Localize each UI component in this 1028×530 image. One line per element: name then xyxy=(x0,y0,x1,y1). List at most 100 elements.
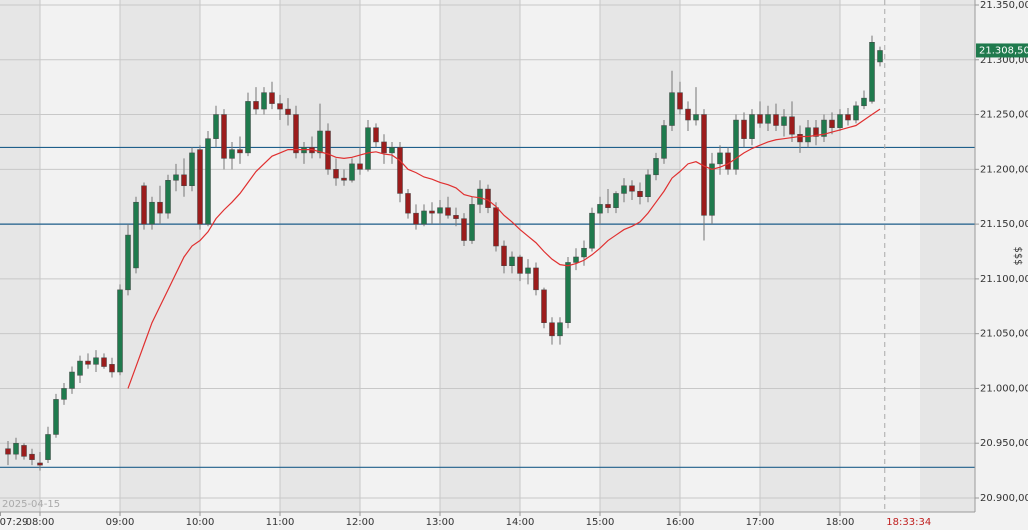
candle-body xyxy=(821,119,827,137)
candle-body xyxy=(877,50,883,63)
candle-body xyxy=(413,212,419,225)
candle-body xyxy=(229,149,235,159)
x-tick-label: 13:00 xyxy=(426,517,455,528)
candle-body xyxy=(573,256,579,263)
moving-average xyxy=(127,108,881,389)
candle-body xyxy=(845,114,851,121)
candle-body xyxy=(725,152,731,170)
candle-body xyxy=(109,364,115,373)
candle-body xyxy=(221,114,227,159)
y-tick-label: 21.050,00 xyxy=(980,329,1028,340)
candle-body xyxy=(293,114,299,154)
candle-body xyxy=(869,41,875,102)
candle-body xyxy=(13,442,19,455)
candle-body xyxy=(813,127,819,137)
candle-body xyxy=(245,101,251,154)
x-tick-label: 09:00 xyxy=(106,517,135,528)
y-tick-label: 21.250,00 xyxy=(980,110,1028,121)
x-tick-label: 12:00 xyxy=(346,517,375,528)
candle-body xyxy=(213,114,219,139)
candle-body xyxy=(773,114,779,126)
candle-body xyxy=(557,322,563,337)
candle-body xyxy=(501,245,507,266)
candle-body xyxy=(805,127,811,143)
y-tick-label: 21.350,00 xyxy=(980,0,1028,11)
candle-body xyxy=(341,177,347,181)
candle-body xyxy=(125,234,131,291)
candle-body xyxy=(317,130,323,154)
candle-body xyxy=(349,163,355,181)
candle-body xyxy=(565,262,571,323)
x-tick-label: 10:00 xyxy=(186,517,215,528)
candle-body xyxy=(237,149,243,154)
candle-body xyxy=(333,169,339,179)
candle-body xyxy=(517,256,523,274)
candle-body xyxy=(637,190,643,197)
candle-body xyxy=(397,147,403,194)
candle-body xyxy=(685,108,691,121)
candle-body xyxy=(85,360,91,365)
candle-body xyxy=(69,371,75,389)
candle-body xyxy=(285,108,291,115)
candle-body xyxy=(389,147,395,154)
candle-body xyxy=(493,207,499,247)
hour-band xyxy=(440,0,520,512)
x-tick-label: 08:00 xyxy=(26,517,55,528)
candle-body xyxy=(661,125,667,159)
candle-body xyxy=(485,188,491,208)
candle-body xyxy=(749,114,755,139)
candle-body xyxy=(5,448,11,455)
candle-body xyxy=(733,119,739,170)
candle-body xyxy=(53,399,59,435)
candle-body xyxy=(781,116,787,126)
candle-body xyxy=(861,97,867,107)
now-label: 18:33:34 xyxy=(886,517,931,528)
candle-body xyxy=(21,445,27,457)
candle-body xyxy=(445,207,451,216)
hour-band xyxy=(760,0,840,512)
candle-body xyxy=(181,174,187,187)
candle-body xyxy=(357,163,363,170)
candle-body xyxy=(533,267,539,291)
candle-body xyxy=(669,92,675,126)
x-tick-label: 14:00 xyxy=(506,517,535,528)
axis-label: $$$ xyxy=(1012,246,1023,265)
candle-body xyxy=(189,152,195,187)
candle-body xyxy=(253,101,259,110)
candle-body xyxy=(365,127,371,170)
candle-body xyxy=(157,201,163,214)
y-tick-label: 21.100,00 xyxy=(980,274,1028,285)
candle-body xyxy=(277,103,283,110)
y-tick-label: 21.300,00 xyxy=(980,55,1028,66)
candle-body xyxy=(373,127,379,143)
candle-body xyxy=(29,453,35,460)
hour-band xyxy=(0,0,40,512)
candle-body xyxy=(597,204,603,214)
candle-body xyxy=(645,174,651,197)
candle-body xyxy=(789,116,795,135)
candle-body xyxy=(477,188,483,205)
candle-body xyxy=(453,215,459,219)
candle-body xyxy=(197,149,203,225)
candle-body xyxy=(429,210,435,214)
hour-band xyxy=(280,0,360,512)
candle-body xyxy=(829,119,835,128)
candle-body xyxy=(437,207,443,214)
y-axis-area xyxy=(975,0,1028,530)
x-tick-label: 18:00 xyxy=(826,517,855,528)
candle-body xyxy=(741,119,747,139)
last-price-label: 21.308,50 xyxy=(979,45,1028,56)
candle-body xyxy=(541,289,547,323)
x-tick-label: 16:00 xyxy=(666,517,695,528)
candle-body xyxy=(589,212,595,249)
candle-body xyxy=(765,114,771,124)
y-tick-label: 21.150,00 xyxy=(980,219,1028,230)
x-tick-label: 07:29 xyxy=(0,517,28,528)
hour-band xyxy=(120,0,200,512)
candle-body xyxy=(853,105,859,121)
hour-band xyxy=(600,0,680,512)
candle-body xyxy=(261,92,267,110)
candle-body xyxy=(37,462,43,466)
candle-body xyxy=(525,267,531,274)
